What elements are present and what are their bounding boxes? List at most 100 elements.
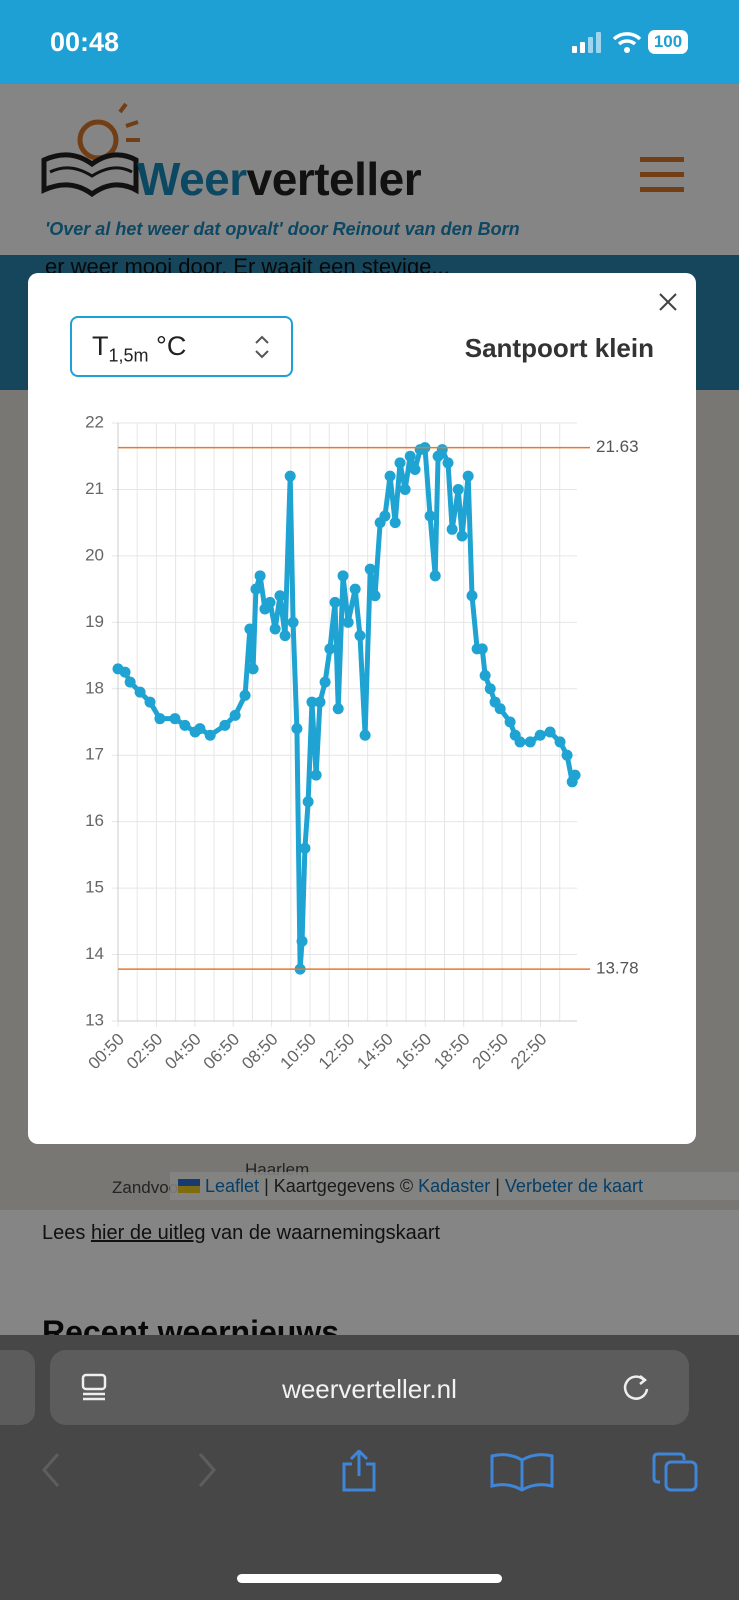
data-point bbox=[476, 643, 488, 655]
y-tick-label: 19 bbox=[85, 612, 104, 631]
note-link[interactable]: hier de uitleg bbox=[90, 1222, 206, 1244]
forward[interactable] bbox=[198, 1453, 216, 1487]
logo bbox=[41, 102, 140, 198]
y-tick-label: 14 bbox=[85, 944, 104, 963]
link[interactable]: Leaflet bbox=[205, 1176, 260, 1196]
data-point bbox=[504, 716, 516, 728]
data-point bbox=[436, 444, 448, 456]
reader-icon[interactable] bbox=[80, 1372, 110, 1402]
tabs[interactable] bbox=[652, 1452, 698, 1492]
data-point bbox=[561, 749, 573, 761]
data-point bbox=[119, 666, 131, 678]
data-point bbox=[324, 643, 336, 655]
tab-preview[interactable] bbox=[0, 1350, 35, 1425]
select-label: T1,5m °C bbox=[92, 331, 186, 366]
data-point bbox=[329, 596, 341, 608]
unit: °C bbox=[156, 331, 187, 361]
data-point bbox=[306, 696, 318, 708]
menu-button[interactable] bbox=[640, 155, 684, 195]
data-point bbox=[154, 713, 166, 725]
data-point bbox=[302, 796, 314, 808]
data-point bbox=[462, 470, 474, 482]
brand-weer: Weer bbox=[137, 153, 247, 205]
attribution-text: Kaartgegevens © bbox=[273, 1176, 414, 1196]
y-tick-label: 22 bbox=[85, 412, 104, 431]
close-button[interactable] bbox=[656, 290, 680, 314]
data-point bbox=[494, 703, 506, 715]
data-point bbox=[554, 736, 566, 748]
toolbar-icons bbox=[42, 1450, 698, 1492]
data-point bbox=[442, 457, 454, 469]
chart: 13 14 15 16 17 18 19 20 21 22 00:5002:5004:5006:50… bbox=[84, 412, 639, 1074]
data-point bbox=[144, 696, 156, 708]
data-point bbox=[452, 483, 464, 495]
map-attribution: Leaflet | Kaartgegevens © Kadaster | Ver… bbox=[170, 1172, 739, 1200]
data-point bbox=[254, 570, 266, 582]
site-header bbox=[0, 84, 739, 264]
x-tick-label: 10:50 bbox=[277, 1030, 321, 1074]
data-point bbox=[319, 676, 331, 688]
x-tick-label: 06:50 bbox=[200, 1030, 244, 1074]
data-point bbox=[354, 630, 366, 642]
data-point bbox=[349, 583, 361, 595]
data-point bbox=[342, 616, 354, 628]
data-point bbox=[394, 457, 406, 469]
symbol: T bbox=[92, 331, 109, 361]
wifi bbox=[612, 32, 642, 53]
y-tick-label: 13 bbox=[85, 1010, 104, 1029]
data-point bbox=[466, 590, 478, 602]
data-point bbox=[479, 669, 491, 681]
link[interactable]: Verbeter de kaart bbox=[504, 1176, 644, 1196]
data-point bbox=[204, 729, 216, 741]
reload-icon[interactable] bbox=[620, 1372, 652, 1404]
address-bar[interactable] bbox=[50, 1350, 689, 1425]
data-point bbox=[484, 683, 496, 695]
x-tick-label: 18:50 bbox=[430, 1030, 474, 1074]
bookmarks[interactable] bbox=[490, 1453, 554, 1492]
data-point bbox=[429, 570, 441, 582]
share[interactable] bbox=[342, 1450, 376, 1492]
separator: | bbox=[495, 1176, 500, 1196]
separator: | bbox=[264, 1176, 269, 1196]
flag bbox=[178, 1179, 200, 1193]
data-point bbox=[409, 464, 421, 476]
data-point bbox=[269, 623, 281, 635]
data-point bbox=[247, 663, 259, 675]
signal bbox=[572, 32, 601, 53]
y-tick-label: 15 bbox=[85, 878, 104, 897]
status-bar bbox=[0, 0, 739, 84]
data-point bbox=[534, 729, 546, 741]
data-point bbox=[279, 630, 291, 642]
home-indicator bbox=[237, 1574, 502, 1583]
select-chevron bbox=[255, 335, 269, 359]
clock: 00:48 bbox=[50, 27, 120, 57]
reference-label: 21.63 bbox=[596, 437, 639, 456]
data-point bbox=[389, 517, 401, 529]
y-tick-label: 16 bbox=[85, 811, 104, 830]
back[interactable] bbox=[42, 1453, 60, 1487]
data-point bbox=[287, 616, 299, 628]
data-point bbox=[264, 596, 276, 608]
y-tick-label: 17 bbox=[85, 745, 104, 764]
data-point bbox=[399, 483, 411, 495]
brand-verteller: verteller bbox=[246, 153, 422, 205]
x-tick-label: 00:50 bbox=[84, 1030, 128, 1074]
data-point bbox=[310, 769, 322, 781]
x-tick-label: 12:50 bbox=[315, 1030, 359, 1074]
data-point bbox=[424, 510, 436, 522]
data-point bbox=[219, 719, 231, 731]
x-tick-label: 14:50 bbox=[353, 1030, 397, 1074]
data-point bbox=[514, 736, 526, 748]
link[interactable]: Kadaster bbox=[418, 1176, 491, 1196]
data-point bbox=[524, 736, 536, 748]
data-point bbox=[291, 723, 303, 735]
y-tick-label: 18 bbox=[85, 678, 104, 697]
data-point bbox=[229, 709, 241, 721]
data-point bbox=[274, 590, 286, 602]
x-tick-label: 16:50 bbox=[392, 1030, 436, 1074]
variable-select[interactable] bbox=[70, 316, 293, 377]
reference-label: 13.78 bbox=[596, 959, 639, 978]
x-tick-label: 04:50 bbox=[161, 1030, 205, 1074]
map-label: Zandvoort bbox=[112, 1178, 189, 1197]
y-tick-label: 21 bbox=[85, 479, 104, 498]
